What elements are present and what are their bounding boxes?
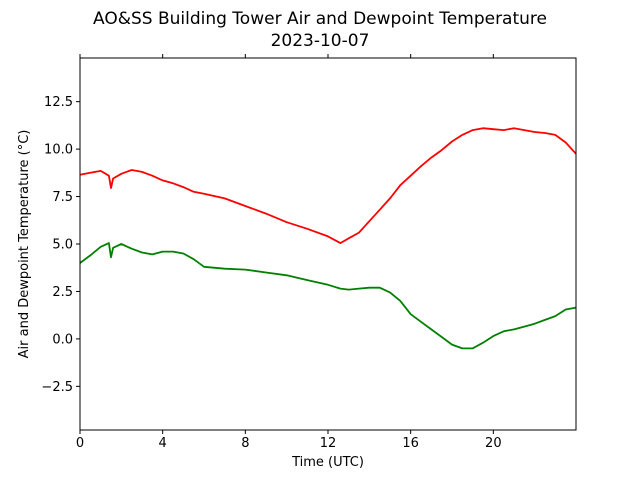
y-tick-label: 5.0 <box>52 238 73 253</box>
x-axis: 0 4 8 12 16 20 <box>76 54 502 451</box>
y-tick-label: −2.5 <box>41 380 73 395</box>
chart-subtitle: 2023-10-07 <box>271 31 370 51</box>
y-tick-label: 2.5 <box>52 285 73 300</box>
x-tick-label: 0 <box>76 436 84 451</box>
x-tick-label: 20 <box>485 436 502 451</box>
x-axis-label: Time (UTC) <box>291 455 364 470</box>
plot-frame <box>79 57 577 431</box>
x-tick-label: 16 <box>402 436 419 451</box>
y-tick-label: 0.0 <box>52 332 73 347</box>
series-layer <box>79 127 577 350</box>
series-line-1 <box>79 242 577 350</box>
y-tick-label: 12.5 <box>44 95 73 110</box>
x-tick-label: 12 <box>320 436 337 451</box>
x-tick-label: 8 <box>241 436 249 451</box>
y-axis: −2.5 0.0 2.5 5.0 7.5 10.0 12.5 <box>41 95 80 395</box>
y-axis-label: Air and Dewpoint Temperature (°C) <box>17 130 32 359</box>
series-line-0 <box>79 127 577 245</box>
chart-title: AO&SS Building Tower Air and Dewpoint Te… <box>93 9 547 29</box>
y-tick-label: 7.5 <box>52 190 73 205</box>
x-tick-label: 4 <box>159 436 167 451</box>
y-tick-label: 10.0 <box>44 143 73 158</box>
